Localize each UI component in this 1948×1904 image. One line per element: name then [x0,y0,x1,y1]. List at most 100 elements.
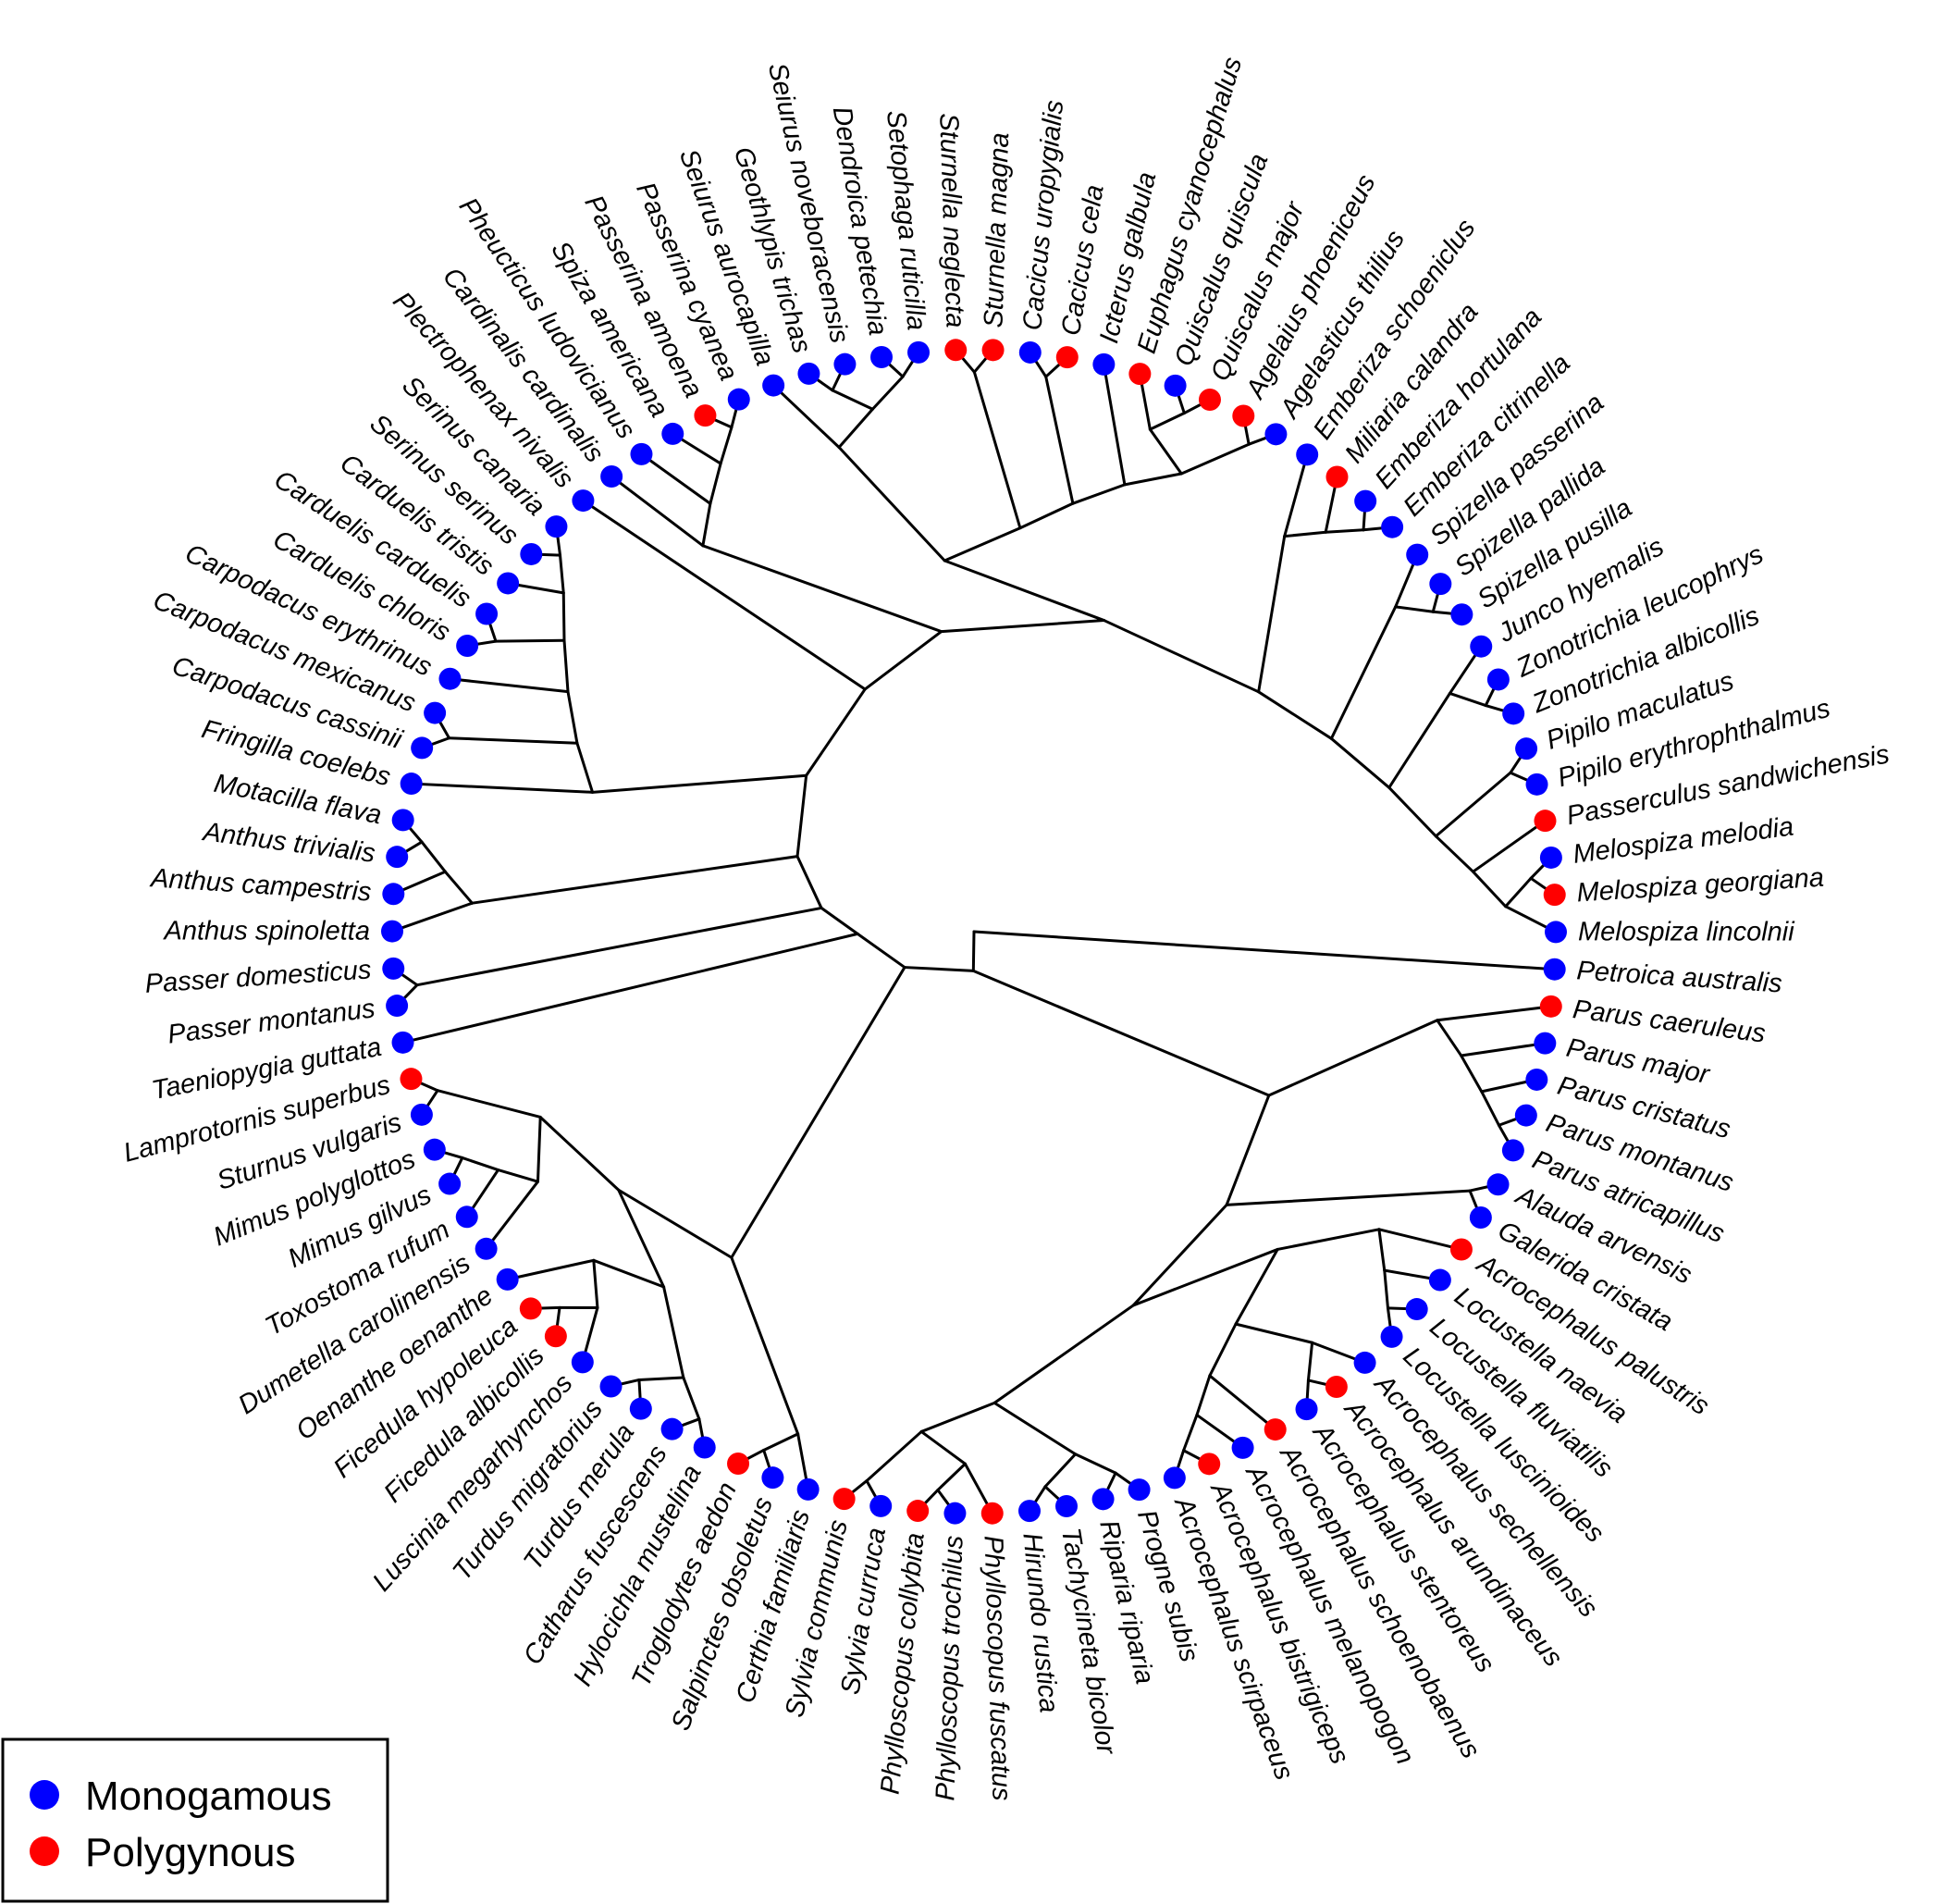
tree-branch [831,389,874,411]
tip-dot-monogamous [1525,1068,1548,1091]
tip-dot-monogamous [455,1205,478,1229]
tip-dot-monogamous [1429,573,1452,596]
tip-dot-polygynous [727,1453,750,1476]
tip-dot-monogamous [381,920,404,943]
tip-dot-monogamous [1515,737,1538,760]
tip-dot-monogamous [869,1494,893,1517]
tree-branch [1387,785,1437,838]
tree-branch [837,446,946,563]
tree-branch [1377,1228,1387,1272]
tip-dot-monogamous [496,1267,519,1291]
tip-label: Sturnella magna [979,132,1015,328]
tip-dot-monogamous [571,1351,594,1374]
tree-branch [1504,876,1533,909]
tip-dot-monogamous [600,464,623,488]
tree-branch [1044,375,1075,505]
tree-branch [992,1401,1078,1456]
tip-dot-monogamous [1486,668,1510,691]
tip-label: Melospiza lincolnii [1578,917,1795,946]
tree-branch [701,501,712,548]
tip-dot-monogamous [572,489,595,513]
tip-dot-monogamous [1264,423,1288,446]
tree-branch [637,1376,685,1381]
tip-dot-monogamous [475,1237,498,1260]
tip-dot-polygynous [544,1325,567,1348]
tip-dot-monogamous [599,1375,623,1398]
tree-branch [461,1156,500,1172]
tree-branch [795,855,823,909]
tip-label: Passer domesticus [144,955,373,998]
tree-branch [870,375,905,411]
tree-branch [971,969,1271,1097]
tip-dot-monogamous [762,374,785,397]
tree-branch [1018,501,1075,530]
tip-dot-monogamous [1296,443,1319,466]
tree-branch [1234,1322,1314,1344]
tree-branch [1436,1019,1463,1057]
tree-branch [972,930,1557,971]
tree-branch [1324,528,1365,534]
tip-dot-monogamous [1354,489,1377,513]
tree-branch [820,906,859,935]
tree-branch [1208,1374,1277,1431]
tip-label: Anthus spinoletta [163,916,371,946]
tree-branch [448,736,579,745]
tip-label: Anthus campestris [148,863,372,907]
tip-dot-polygynous [1198,1453,1221,1476]
tree-branch [1283,530,1327,538]
tree-branch [390,901,474,933]
tree-branch [795,773,808,859]
tip-dot-polygynous [1128,363,1152,386]
tip-dot-monogamous [1514,1104,1537,1127]
tip-dot-monogamous [1470,635,1493,658]
tree-branch [1460,1054,1484,1094]
tree-branch [940,619,1106,634]
tip-dot-monogamous [424,701,447,724]
tip-dot-monogamous [1534,1032,1557,1055]
tree-branch [1480,1090,1500,1127]
tip-dot-monogamous [497,572,520,595]
tree-branch [1182,1413,1199,1453]
tip-dot-monogamous [661,422,684,445]
tree-branch [401,932,859,1045]
legend: Monogamous Polygynous [1,1737,389,1903]
tree-branch [506,1258,596,1281]
tree-branch [1434,835,1475,873]
tree-branch [1195,1374,1212,1416]
tip-dot-monogamous [1018,340,1042,364]
tree-branch [936,1462,967,1492]
tree-branch [919,1429,967,1465]
tip-dot-polygynous [1543,884,1566,907]
tree-branch [1434,771,1512,838]
tree-branch [639,452,712,505]
tip-dot-monogamous [1092,352,1116,376]
tree-branch [1071,483,1127,505]
tree-branch [410,782,595,794]
tree-branch [992,1304,1135,1404]
tree-branch [1383,1268,1389,1310]
tree-branch [617,1188,666,1289]
tree-branch [719,426,734,465]
tip-dot-polygynous [400,1068,423,1091]
tree-branch [1131,1247,1279,1307]
tree-branch [971,930,976,972]
tree-branch [762,1432,800,1452]
tree-branch [1225,1094,1271,1206]
tip-dot-monogamous [1164,374,1187,397]
tip-dot-monogamous [1486,1173,1510,1196]
tip-dot-polygynous [1055,346,1079,369]
tip-label: Sturnella neglecta [933,113,969,328]
tip-dot-polygynous [981,339,1005,362]
tip-dot-monogamous [1501,1139,1524,1162]
tip-dot-polygynous [694,404,717,427]
tip-dot-polygynous [1534,810,1557,833]
tree-branch [1306,1341,1314,1382]
tree-branch [581,499,867,691]
tree-branch [972,370,1022,530]
tree-branch [420,840,447,873]
tree-branch [919,1401,996,1433]
tree-tips: Sturnella neglecta Sturnella magna Cacicus… [120,54,1892,1801]
tip-dot-polygynous [1325,465,1349,488]
